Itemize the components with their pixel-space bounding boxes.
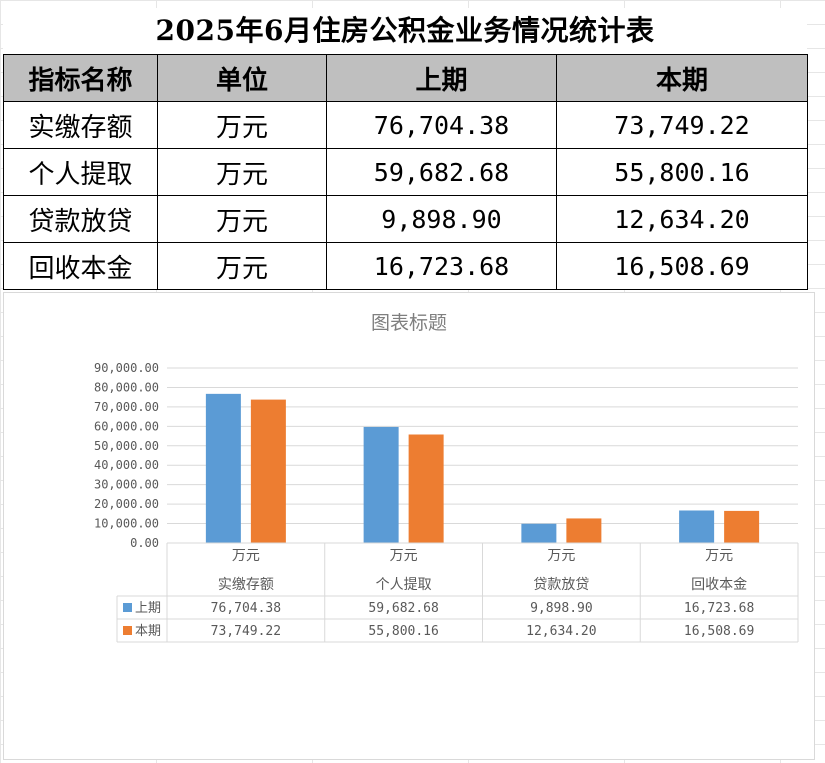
y-tick-label: 30,000.00 xyxy=(94,478,159,492)
y-tick-label: 40,000.00 xyxy=(94,458,159,472)
data-table-value: 76,704.38 xyxy=(211,601,281,616)
header-previous[interactable]: 上期 xyxy=(326,54,557,102)
chart-title: 图表标题 xyxy=(371,312,447,334)
header-current[interactable]: 本期 xyxy=(556,54,808,102)
table-row: 实缴存额 万元 76,704.38 73,749.22 xyxy=(3,101,808,149)
bar-current xyxy=(566,518,602,543)
bar-chart[interactable]: 图表标题 0.00 10,000.00 20,000.00 30,000.00 40,00… xyxy=(4,293,814,759)
table-row: 回收本金 万元 16,723.68 16,508.69 xyxy=(3,242,808,290)
y-tick-label: 0.00 xyxy=(130,536,159,550)
cell-unit[interactable]: 万元 xyxy=(157,195,327,243)
x-category-label: 实缴存额 xyxy=(218,577,274,593)
legend-key xyxy=(123,603,132,612)
chart-object[interactable]: 图表标题 0.00 10,000.00 20,000.00 30,000.00 40,00… xyxy=(3,292,815,760)
data-table-value: 73,749.22 xyxy=(211,624,281,639)
cell-indicator[interactable]: 个人提取 xyxy=(3,148,158,196)
data-table-value: 9,898.90 xyxy=(530,601,593,616)
x-category-label: 个人提取 xyxy=(376,577,432,593)
cell-current[interactable]: 73,749.22 xyxy=(556,101,808,149)
header-indicator[interactable]: 指标名称 xyxy=(3,54,158,102)
legend-label: 上期 xyxy=(135,601,161,616)
cell-indicator[interactable]: 实缴存额 xyxy=(3,101,158,149)
x-category-unit: 万元 xyxy=(232,548,260,564)
legend-label: 本期 xyxy=(135,624,161,639)
data-table-value: 16,723.68 xyxy=(684,601,754,616)
y-tick-label: 60,000.00 xyxy=(94,419,159,433)
cell-unit[interactable]: 万元 xyxy=(157,148,327,196)
x-category-label: 回收本金 xyxy=(691,577,747,593)
bar-current xyxy=(408,434,444,543)
y-tick-label: 70,000.00 xyxy=(94,400,159,414)
y-tick-label: 90,000.00 xyxy=(94,361,159,375)
data-table-value: 12,634.20 xyxy=(526,624,596,639)
bar-current xyxy=(724,510,760,543)
x-category-label: 贷款放贷 xyxy=(533,577,589,593)
cell-unit[interactable]: 万元 xyxy=(157,101,327,149)
table-row: 个人提取 万元 59,682.68 55,800.16 xyxy=(3,148,808,196)
data-table-value: 55,800.16 xyxy=(368,624,438,639)
bar-current xyxy=(250,399,286,543)
x-category-unit: 万元 xyxy=(390,548,418,564)
table-header-row: 指标名称 单位 上期 本期 xyxy=(3,54,808,102)
cell-previous[interactable]: 16,723.68 xyxy=(326,242,557,290)
header-unit[interactable]: 单位 xyxy=(157,54,327,102)
y-tick-label: 20,000.00 xyxy=(94,497,159,511)
data-table-value: 59,682.68 xyxy=(368,601,438,616)
y-tick-label: 80,000.00 xyxy=(94,380,159,394)
bar-previous xyxy=(363,426,399,543)
cell-previous[interactable]: 9,898.90 xyxy=(326,195,557,243)
cell-current[interactable]: 16,508.69 xyxy=(556,242,808,290)
table-row: 贷款放贷 万元 9,898.90 12,634.20 xyxy=(3,195,808,243)
legend-key xyxy=(123,626,132,635)
statistics-table: 指标名称 单位 上期 本期 实缴存额 万元 76,704.38 73,749.2… xyxy=(3,54,808,290)
y-tick-label: 10,000.00 xyxy=(94,517,159,531)
cell-indicator[interactable]: 回收本金 xyxy=(3,242,158,290)
table-title: 2025年6月住房公积金业务情况统计表 xyxy=(155,14,655,47)
cell-previous[interactable]: 76,704.38 xyxy=(326,101,557,149)
cell-previous[interactable]: 59,682.68 xyxy=(326,148,557,196)
cell-indicator[interactable]: 贷款放贷 xyxy=(3,195,158,243)
cell-current[interactable]: 12,634.20 xyxy=(556,195,808,243)
statistics-table-block: 2025年6月住房公积金业务情况统计表 指标名称 单位 上期 本期 实缴存额 万… xyxy=(3,8,808,290)
x-category-unit: 万元 xyxy=(705,548,733,564)
bar-previous xyxy=(679,510,715,543)
x-category-unit: 万元 xyxy=(547,548,575,564)
data-table-value: 16,508.69 xyxy=(684,624,754,639)
cell-unit[interactable]: 万元 xyxy=(157,242,327,290)
cell-current[interactable]: 55,800.16 xyxy=(556,148,808,196)
y-tick-label: 50,000.00 xyxy=(94,439,159,453)
bar-previous xyxy=(205,393,241,543)
bar-previous xyxy=(521,523,557,543)
